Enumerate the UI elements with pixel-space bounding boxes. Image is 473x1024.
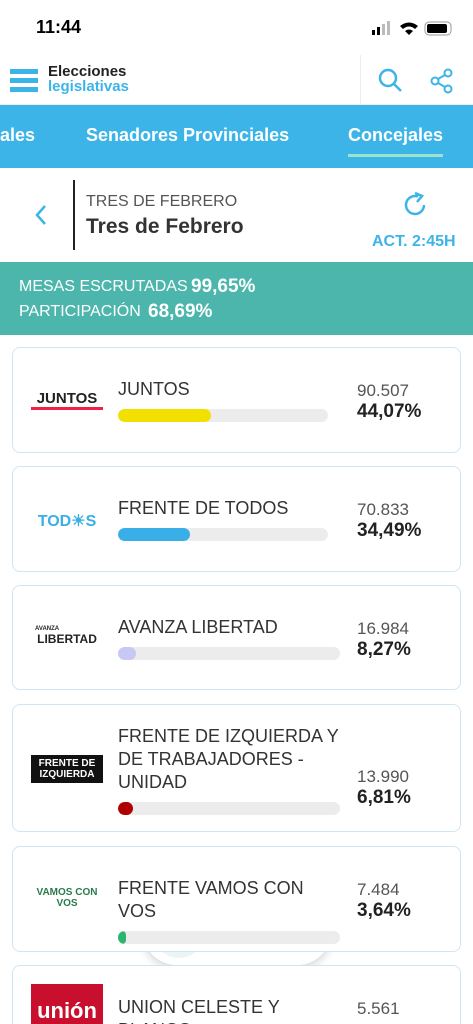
party-card[interactable]: AVANZA LIBERTAD AVANZA LIBERTAD 16.984 8,27% [12,585,461,690]
party-info: FRENTE VAMOS CON VOS [118,877,343,944]
bar-fill [118,802,134,815]
percent: 8,27% [357,639,411,660]
tab[interactable]: ales [0,125,36,145]
logo-text: LIBERTAD [37,632,97,646]
party-numbers: 90.507 44,07% [357,381,432,423]
time: 11:44 [36,17,82,37]
party-card[interactable]: TOD☀S FRENTE DE TODOS 70.833 34,49% [12,466,461,572]
party-logo: JUNTOS [31,390,103,410]
party-numbers: 5.561 [357,999,432,1019]
bar-fill [118,647,137,660]
bar-fill [118,409,211,422]
party-info: FRENTE DE TODOS [118,497,343,541]
logo-small: AVANZA [35,626,60,632]
party-info: FRENTE DE IZQUIERDA Y DE TRABAJADORES - … [118,725,343,815]
bar-track [118,802,340,815]
tab-bar: ales Senadores Provinciales Concejales [0,105,473,168]
party-card[interactable]: JUNTOS JUNTOS 90.507 44,07% [12,347,461,453]
party-card[interactable]: unión UNION CELESTE Y BLANCO 5.561 [12,965,461,1024]
votes: 5.561 [357,999,400,1018]
bar-track [118,931,340,944]
party-info: UNION CELESTE Y BLANCO [118,996,343,1024]
party-name: JUNTOS [118,379,190,399]
party-numbers: 7.484 3,64% [357,880,432,922]
logo-line1: Elecciones [48,63,127,80]
party-name: FRENTE VAMOS CON VOS [118,878,304,921]
mesas-label: MESAS ESCRUTADAS [19,278,188,295]
party-logo: TOD☀S [31,511,103,531]
party-logo: FRENTE DE IZQUIERDA [31,755,103,783]
party-numbers: 16.984 8,27% [357,619,432,661]
party-info: AVANZA LIBERTAD [118,616,343,660]
party-name: FRENTE DE TODOS [118,498,289,518]
party-name: AVANZA LIBERTAD [118,617,278,637]
percent: 44,07% [357,401,422,422]
header: Elecciones legislativas [0,55,473,105]
votes: 13.990 [357,767,409,786]
bar-track [118,528,328,541]
party-logo: AVANZA LIBERTAD [31,626,103,646]
updated: ACT. 2:45H [372,233,456,250]
logo-icon [10,69,38,92]
district: TRES DE FEBRERO [86,193,238,210]
bar-track [118,409,328,422]
status-icons [372,21,452,36]
bar-track [118,647,340,660]
percent: 6,81% [357,787,411,808]
participacion-value: 68,69% [148,301,213,322]
tab[interactable]: Senadores Provinciales [86,125,290,145]
party-name: UNION CELESTE Y BLANCO [118,997,280,1024]
logo-text: unión [37,998,97,1023]
party-numbers: 13.990 6,81% [357,767,432,809]
share-button[interactable] [430,68,454,94]
percent: 3,64% [357,900,411,921]
participacion-label: PARTICIPACIÓN [19,303,141,320]
bar-fill [118,528,191,541]
party-name: FRENTE DE IZQUIERDA Y DE TRABAJADORES - … [118,726,339,792]
party-logo: VAMOS CON VOS [31,887,103,909]
search-button[interactable] [378,68,404,94]
votes: 70.833 [357,500,409,519]
party-card[interactable]: VAMOS CON VOS FRENTE VAMOS CON VOS 7.484 3,… [12,846,461,952]
tab-active[interactable]: Concejales [348,125,444,157]
logo-text: VAMOS CON VOS [36,887,98,909]
logo-text: FRENTE DE IZQUIERDA [38,758,96,780]
mesas-value: 99,65% [191,276,256,297]
votes: 16.984 [357,619,409,638]
party-numbers: 70.833 34,49% [357,500,432,542]
location-name: Tres de Febrero [86,215,244,238]
logo-text: TOD☀S [37,513,97,530]
summary: MESAS ESCRUTADAS 99,65% PARTICIPACIÓN 68… [0,262,473,335]
bar-fill [118,931,127,944]
votes: 90.507 [357,381,409,400]
logo-line2: legislativas [48,78,129,95]
logo-text: JUNTOS [36,390,98,407]
party-info: JUNTOS [118,378,343,422]
percent: 34,49% [357,520,422,541]
refresh-button[interactable] [403,192,429,218]
votes: 7.484 [357,880,400,899]
party-card[interactable]: FRENTE DE IZQUIERDA FRENTE DE IZQUIERDA Y… [12,704,461,832]
back-button[interactable] [34,204,48,226]
party-logo: unión [31,984,103,1024]
